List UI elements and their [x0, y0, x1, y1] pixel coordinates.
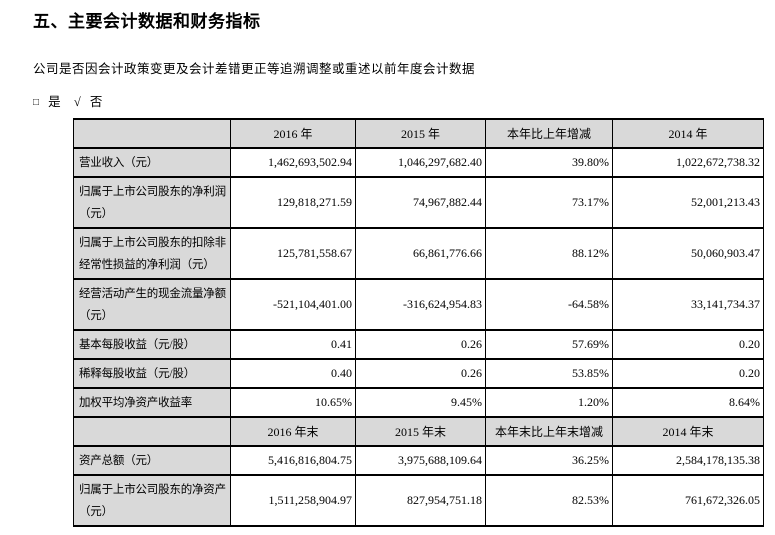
- value-cell: 82.53%: [485, 474, 613, 527]
- table-row: 归属于上市公司股东的净资产（元） 1,511,258,904.97 827,954,…: [73, 474, 764, 527]
- value-cell: 125,781,558.67: [230, 227, 356, 280]
- empty-header-cell: [73, 416, 231, 447]
- column-header: 2015 年末: [355, 416, 486, 447]
- page-title: 五、主要会计数据和财务指标: [33, 12, 261, 31]
- value-cell: 36.25%: [485, 445, 613, 476]
- row-label: 营业收入（元）: [73, 147, 231, 178]
- row-label: 资产总额（元）: [73, 445, 231, 476]
- column-header: 2014 年: [612, 118, 764, 149]
- value-cell: 57.69%: [485, 329, 613, 360]
- column-header: 2014 年末: [612, 416, 764, 447]
- value-cell: 1,046,297,682.40: [355, 147, 486, 178]
- value-cell: 88.12%: [485, 227, 613, 280]
- checkbox-unchecked-icon: □: [33, 97, 40, 108]
- value-cell: 52,001,213.43: [612, 176, 764, 229]
- row-label: 基本每股收益（元/股）: [73, 329, 231, 360]
- value-cell: 2,584,178,135.38: [612, 445, 764, 476]
- column-header: 本年末比上年末增减: [485, 416, 613, 447]
- empty-header-cell: [73, 118, 231, 149]
- value-cell: 0.40: [230, 358, 356, 389]
- value-cell: 73.17%: [485, 176, 613, 229]
- value-cell: -316,624,954.83: [355, 278, 486, 331]
- table-row: 稀释每股收益（元/股） 0.40 0.26 53.85% 0.20: [73, 358, 764, 389]
- year-end-header-row: 2016 年末 2015 年末 本年末比上年末增减 2014 年末: [73, 416, 764, 447]
- value-cell: 827,954,751.18: [355, 474, 486, 527]
- row-label: 稀释每股收益（元/股）: [73, 358, 231, 389]
- value-cell: 3,975,688,109.64: [355, 445, 486, 476]
- value-cell: 0.20: [612, 329, 764, 360]
- value-cell: 74,967,882.44: [355, 176, 486, 229]
- row-label: 归属于上市公司股东的扣除非经常性损益的净利润（元）: [73, 227, 231, 280]
- column-header: 本年比上年增减: [485, 118, 613, 149]
- value-cell: 8.64%: [612, 387, 764, 418]
- restatement-question: 公司是否因会计政策变更及会计差错更正等追溯调整或重述以前年度会计数据: [33, 62, 476, 76]
- table-row: 基本每股收益（元/股） 0.41 0.26 57.69% 0.20: [73, 329, 764, 360]
- table-row: 经营活动产生的现金流量净额（元） -521,104,401.00 -316,624,…: [73, 278, 764, 331]
- value-cell: 761,672,326.05: [612, 474, 764, 527]
- value-cell: 1,022,672,738.32: [612, 147, 764, 178]
- year-header-row: 2016 年 2015 年本年比上年增减 2014 年: [73, 118, 764, 149]
- value-cell: 1.20%: [485, 387, 613, 418]
- value-cell: 39.80%: [485, 147, 613, 178]
- row-label: 经营活动产生的现金流量净额（元）: [73, 278, 231, 331]
- value-cell: 0.41: [230, 329, 356, 360]
- column-header: 2016 年: [230, 118, 356, 149]
- column-header: 2016 年末: [230, 416, 356, 447]
- table-row: 加权平均净资产收益率 10.65% 9.45% 1.20% 8.64%: [73, 387, 764, 418]
- value-cell: 66,861,776.66: [355, 227, 486, 280]
- value-cell: 5,416,816,804.75: [230, 445, 356, 476]
- table-row: 营业收入（元） 1,462,693,502.94 1,046,297,682.40 3…: [73, 147, 764, 178]
- key-financials-table: 2016 年 2015 年本年比上年增减 2014 年营业收入（元） 1,462,69…: [73, 118, 764, 527]
- financial-table-body: 2016 年 2015 年本年比上年增减 2014 年营业收入（元） 1,462,69…: [73, 118, 764, 527]
- value-cell: -521,104,401.00: [230, 278, 356, 331]
- value-cell: -64.58%: [485, 278, 613, 331]
- value-cell: 0.26: [355, 358, 486, 389]
- row-label: 加权平均净资产收益率: [73, 387, 231, 418]
- value-cell: 129,818,271.59: [230, 176, 356, 229]
- value-cell: 9.45%: [355, 387, 486, 418]
- value-cell: 53.85%: [485, 358, 613, 389]
- table-row: 归属于上市公司股东的扣除非经常性损益的净利润（元） 125,781,558.67 6…: [73, 227, 764, 280]
- value-cell: 0.26: [355, 329, 486, 360]
- column-header: 2015 年: [355, 118, 486, 149]
- value-cell: 10.65%: [230, 387, 356, 418]
- row-label: 归属于上市公司股东的净资产（元）: [73, 474, 231, 527]
- value-cell: 0.20: [612, 358, 764, 389]
- value-cell: 1,511,258,904.97: [230, 474, 356, 527]
- answer-line: □ 是 √ 否: [33, 91, 775, 110]
- yes-label: 是: [48, 95, 61, 109]
- table-row: 归属于上市公司股东的净利润（元） 129,818,271.59 74,967,882…: [73, 176, 764, 229]
- checkmark-icon: √: [73, 95, 81, 109]
- value-cell: 50,060,903.47: [612, 227, 764, 280]
- value-cell: 33,141,734.37: [612, 278, 764, 331]
- table-row: 资产总额（元） 5,416,816,804.75 3,975,688,109.64 3…: [73, 445, 764, 476]
- no-label: 否: [89, 95, 103, 109]
- row-label: 归属于上市公司股东的净利润（元）: [73, 176, 231, 229]
- value-cell: 1,462,693,502.94: [230, 147, 356, 178]
